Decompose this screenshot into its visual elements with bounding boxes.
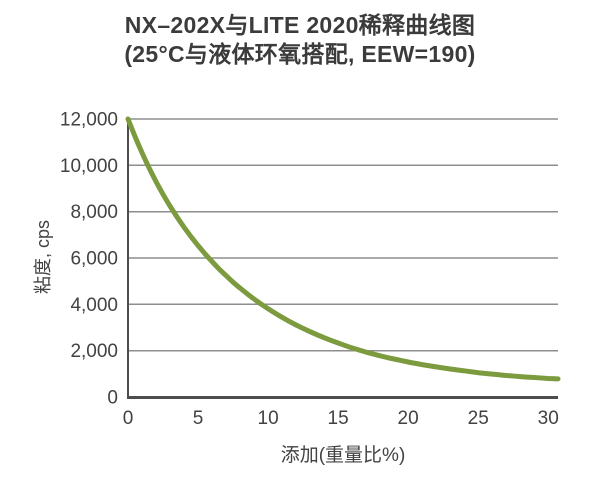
chart-title: NX–202X与LITE 2020稀释曲线图 (25°C与液体环氧搭配, EEW… bbox=[0, 11, 600, 69]
y-tick-label: 4,000 bbox=[70, 295, 118, 316]
y-tick-label: 2,000 bbox=[70, 341, 118, 362]
x-tick-label: 15 bbox=[328, 408, 349, 429]
y-tick-label: 0 bbox=[107, 388, 118, 409]
y-tick-label: 6,000 bbox=[70, 249, 118, 270]
x-tick-label: 0 bbox=[123, 408, 134, 429]
x-axis-title: 添加(重量比%) bbox=[280, 445, 406, 466]
y-tick-label: 12,000 bbox=[60, 110, 118, 131]
x-tick-label: 5 bbox=[193, 408, 204, 429]
chart-title-line2: (25°C与液体环氧搭配, EEW=190) bbox=[124, 41, 476, 67]
y-tick-label: 10,000 bbox=[60, 156, 118, 177]
x-tick-label: 10 bbox=[258, 408, 279, 429]
x-tick-label: 30 bbox=[538, 408, 559, 429]
x-tick-label: 20 bbox=[398, 408, 419, 429]
y-tick-label: 8,000 bbox=[70, 202, 118, 223]
dilution-curve bbox=[125, 116, 561, 382]
chart-title-line1: NX–202X与LITE 2020稀释曲线图 bbox=[124, 12, 476, 38]
x-tick-label: 25 bbox=[468, 408, 489, 429]
